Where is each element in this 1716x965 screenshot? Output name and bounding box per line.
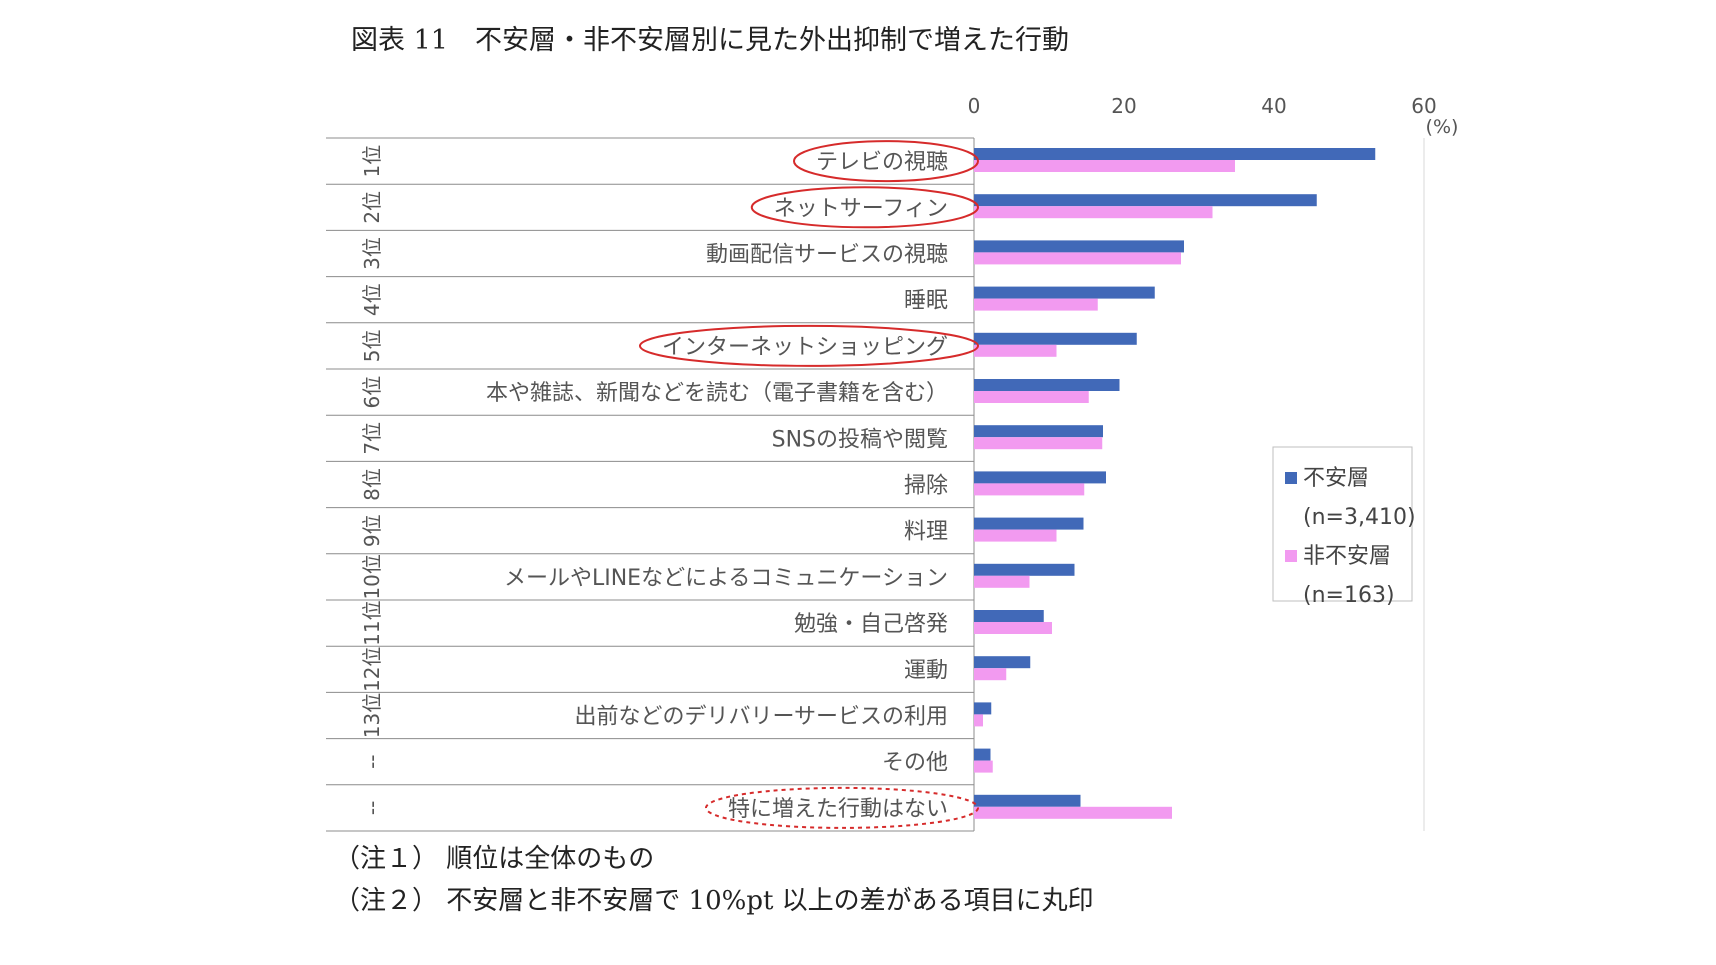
highlight-circle <box>750 186 979 229</box>
bar-series-1 <box>974 425 1103 438</box>
category-label: 料理 <box>904 520 948 545</box>
rank-label: 4位 <box>360 283 384 316</box>
rank-label: 10位 <box>360 554 384 599</box>
bar-series-1 <box>974 656 1031 669</box>
bar-series-1 <box>974 148 1376 160</box>
bar-series-1 <box>974 379 1120 391</box>
bar-series-2 <box>974 575 1030 588</box>
x-tick-label: 20 <box>1111 94 1136 118</box>
bar-series-2 <box>974 391 1089 403</box>
legend-n-label: (n=3,410) <box>1303 505 1416 530</box>
bar-series-1 <box>974 471 1106 484</box>
legend-series-name: 不安層 <box>1303 466 1369 491</box>
x-tick-label: 0 <box>968 94 981 118</box>
bar-series-2 <box>974 483 1085 496</box>
rank-label: 6位 <box>360 376 384 409</box>
category-label: インターネットショッピング <box>662 335 948 360</box>
category-label: 掃除 <box>904 474 948 499</box>
bar-series-2 <box>974 206 1213 219</box>
bar-series-1 <box>974 194 1317 207</box>
note-1: （注１） 順位は全体のもの <box>334 844 655 874</box>
bar-series-1 <box>974 517 1084 530</box>
bar-series-2 <box>974 344 1057 357</box>
bar-series-2 <box>974 668 1007 681</box>
category-label: テレビの視聴 <box>816 150 948 175</box>
highlight-circle <box>792 140 979 183</box>
category-label: SNSの投稿や閲覧 <box>772 427 948 452</box>
highlight-circle <box>638 324 979 367</box>
dashed-highlight-circle <box>704 786 979 829</box>
bar-series-2 <box>974 622 1052 634</box>
bar-series-1 <box>974 286 1155 299</box>
x-tick-label: 60 <box>1411 94 1436 118</box>
legend-series-name: 非不安層 <box>1303 544 1391 569</box>
category-label: ネットサーフィン <box>774 196 948 221</box>
legend-swatch <box>1285 472 1297 484</box>
bar-series-1 <box>974 240 1184 253</box>
bar-series-2 <box>974 160 1235 172</box>
rank-label: 2位 <box>360 191 384 224</box>
bar-series-2 <box>974 437 1103 450</box>
category-label: 運動 <box>904 658 948 683</box>
rank-label: 11位 <box>360 600 384 645</box>
rank-label: 5位 <box>360 330 384 363</box>
category-label: 本や雑誌、新聞などを読む（電子書籍を含む） <box>486 381 948 406</box>
category-label: 特に増えた行動はない <box>728 797 948 822</box>
category-label: 勉強・自己啓発 <box>794 612 948 637</box>
x-tick-label: 40 <box>1261 94 1286 118</box>
bar-series-1 <box>974 702 992 715</box>
legend-swatch <box>1285 550 1297 562</box>
bar-series-2 <box>974 806 1172 819</box>
bar-series-2 <box>974 760 993 773</box>
bar-series-2 <box>974 714 983 727</box>
rank-label: 7位 <box>360 422 384 455</box>
note-2: （注２） 不安層と非不安層で 10%pt 以上の差がある項目に丸印 <box>334 886 1094 916</box>
category-label: その他 <box>882 751 948 776</box>
notes: （注１） 順位は全体のもの （注２） 不安層と非不安層で 10%pt 以上の差が… <box>334 838 1094 922</box>
legend-n-label: (n=163) <box>1303 583 1395 608</box>
category-label: 動画配信サービスの視聴 <box>706 243 948 268</box>
bar-series-1 <box>974 332 1137 345</box>
bar-series-2 <box>974 298 1098 311</box>
bar-series-1 <box>974 610 1044 622</box>
category-label: 出前などのデリバリーサービスの利用 <box>574 705 948 730</box>
category-label: メールやLINEなどによるコミュニケーション <box>504 566 948 591</box>
x-unit-label: (%) <box>1426 116 1459 138</box>
rank-label: 3位 <box>360 237 384 270</box>
rank-label: 12位 <box>360 647 384 692</box>
bar-series-2 <box>974 252 1181 265</box>
chart-title: 図表 11 不安層・非不安層別に見た外出抑制で増えた行動 <box>351 25 1069 56</box>
rank-label: -- <box>360 801 384 815</box>
rank-label: 1位 <box>360 145 384 178</box>
rank-label: 13位 <box>360 693 384 738</box>
rank-label: 9位 <box>360 514 384 547</box>
category-label: 睡眠 <box>904 289 948 314</box>
rank-label: -- <box>360 754 384 768</box>
bar-series-1 <box>974 748 991 761</box>
rank-label: 8位 <box>360 468 384 501</box>
bar-series-1 <box>974 794 1081 807</box>
bar-series-1 <box>974 563 1075 576</box>
bar-series-2 <box>974 529 1057 542</box>
